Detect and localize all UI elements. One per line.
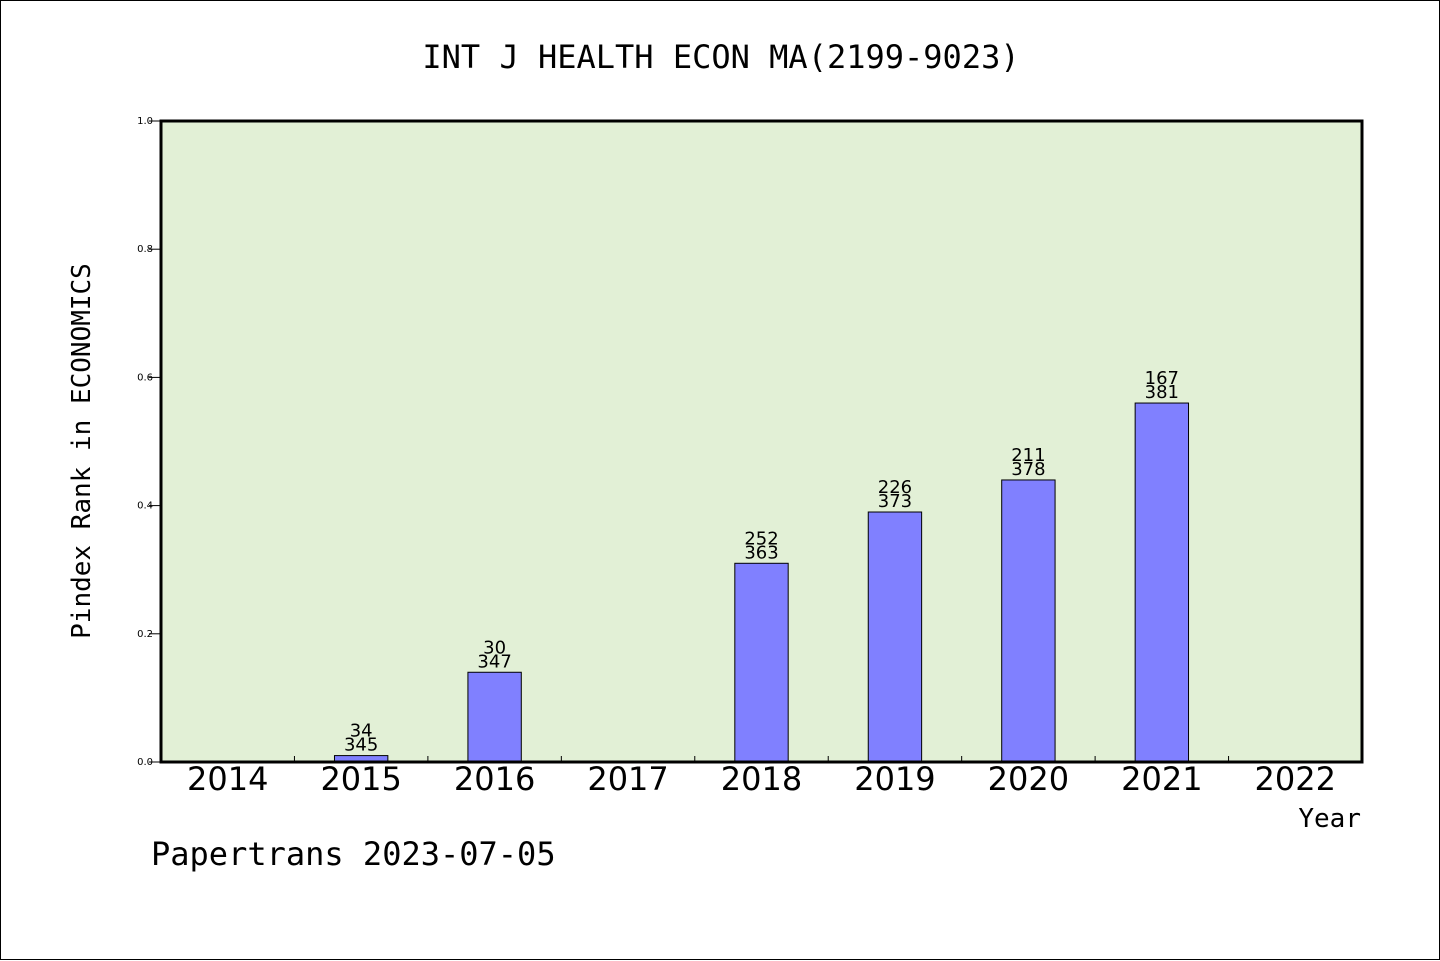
y-tick-label: 0.2	[137, 629, 153, 640]
y-tick-label: 0.4	[137, 501, 153, 512]
y-tick-label: 0.0	[137, 757, 153, 768]
bar-2021	[1134, 402, 1190, 763]
bar-2019	[867, 511, 923, 763]
bar-rank-label: 211	[1011, 445, 1045, 466]
bar-2018	[734, 562, 789, 763]
y-tick-label: 0.8	[137, 244, 153, 255]
x-tick-label: 2022	[1255, 760, 1336, 798]
bar-total-label: 347	[477, 651, 511, 672]
bar-rank-label: 30	[483, 637, 506, 658]
bar-rank-label: 252	[744, 528, 778, 549]
x-tick-label: 2017	[587, 760, 668, 798]
x-axis: 2014 2015 2016 2017 2018 2019 2020 2021 2022	[187, 756, 1336, 798]
x-tick-label: 2019	[854, 760, 935, 798]
bar-2020	[1001, 479, 1056, 763]
x-tick-label: 2016	[454, 760, 535, 798]
x-tick-label: 2015	[320, 760, 401, 798]
bar-rank-label: 226	[878, 477, 912, 498]
plot-border	[159, 119, 1364, 764]
x-tick-label: 2014	[187, 760, 268, 798]
x-axis-label: Year	[1298, 804, 1361, 834]
bar-series	[333, 402, 1190, 763]
bar-total-label: 363	[744, 542, 778, 563]
y-axis: 0.0 0.2 0.4 0.6 0.8 1.0	[137, 116, 161, 768]
chart-title: INT J HEALTH ECON MA(2199-9023)	[422, 38, 1019, 76]
bar-rank-label: 34	[350, 721, 373, 742]
y-tick-label: 0.6	[137, 372, 153, 383]
x-tick-label: 2021	[1121, 760, 1202, 798]
bar-total-label: 378	[1011, 459, 1045, 480]
y-tick-label: 1.0	[137, 116, 153, 127]
bar-2016	[467, 671, 522, 763]
x-tick-label: 2018	[721, 760, 802, 798]
x-tick-label: 2020	[988, 760, 1069, 798]
bar-total-label: 373	[878, 491, 912, 512]
bar-total-label: 345	[344, 735, 378, 756]
bar-rank-label: 167	[1145, 368, 1179, 389]
bar-total-label: 381	[1145, 382, 1179, 403]
y-axis-label: Pindex Rank in ECONOMICS	[67, 263, 97, 639]
watermark-text: Papertrans 2023-07-05	[151, 835, 556, 873]
